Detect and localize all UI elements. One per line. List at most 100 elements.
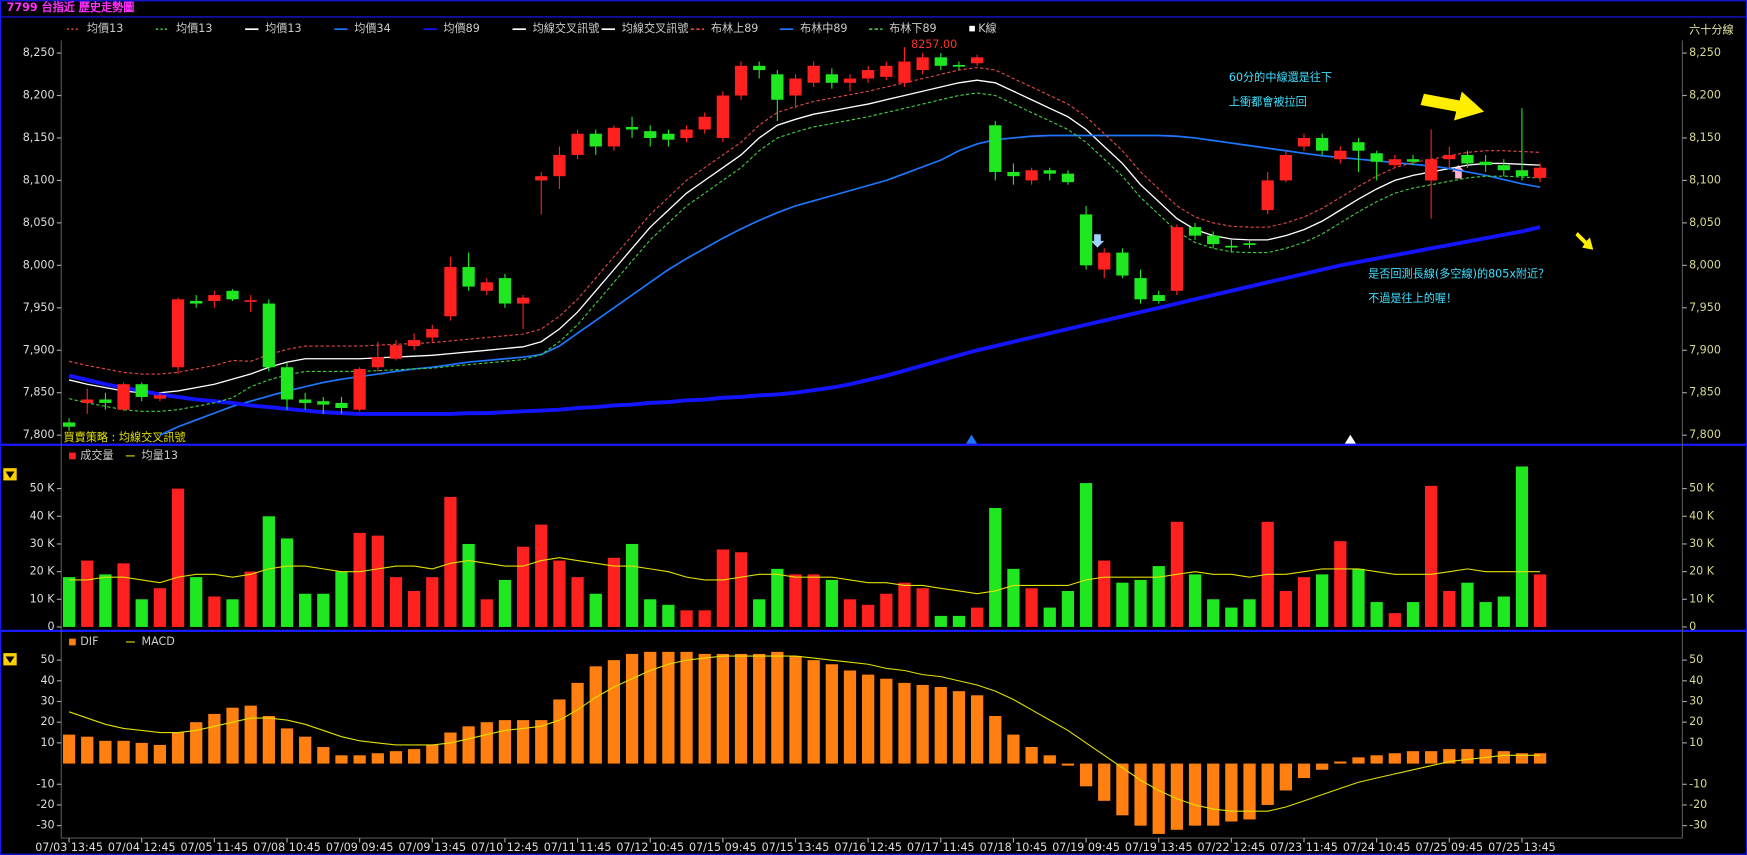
- y-tick-label: 10 K: [1689, 592, 1715, 605]
- bar: [644, 651, 657, 764]
- bar: [1297, 577, 1311, 627]
- y-tick-label: 8,150: [1689, 131, 1721, 144]
- y-tick-label: 8,100: [1689, 173, 1721, 186]
- bar: [135, 742, 148, 764]
- y-tick-label: -20: [36, 798, 54, 811]
- bar: [1061, 763, 1075, 766]
- bar: [1243, 763, 1256, 820]
- candle-body: [99, 399, 112, 403]
- candle-body: [498, 278, 512, 304]
- legend-swatch: [69, 638, 76, 646]
- candle-body: [153, 395, 167, 399]
- line: [159, 134, 1541, 436]
- candle-body: [1061, 173, 1075, 183]
- y-tick-label: 40: [1689, 674, 1703, 687]
- bar: [1533, 574, 1547, 627]
- candle-body: [299, 399, 312, 403]
- bar: [698, 610, 711, 627]
- bar: [553, 699, 566, 764]
- bar: [1061, 590, 1075, 627]
- legend-label: DIF: [80, 635, 98, 648]
- bar: [1443, 749, 1456, 764]
- candle-body: [607, 127, 621, 147]
- bar: [1152, 566, 1165, 627]
- x-tick-label: 07/08 10:45: [253, 841, 321, 854]
- candle-body: [1007, 171, 1020, 177]
- bar: [153, 588, 167, 627]
- bar: [807, 660, 820, 764]
- legend-label: 均價13: [176, 21, 212, 35]
- bar: [226, 599, 239, 627]
- bar: [371, 753, 384, 764]
- bar: [862, 674, 875, 764]
- bar: [1388, 753, 1401, 764]
- bar: [716, 549, 729, 627]
- y-tick-label: 50 K: [1689, 482, 1715, 495]
- y-tick-label: 8,050: [23, 216, 55, 229]
- candle-body: [208, 295, 221, 302]
- candle-body: [644, 131, 657, 138]
- bar: [462, 726, 475, 764]
- bar: [1007, 568, 1020, 627]
- y-tick-label: 8,100: [23, 173, 55, 186]
- bar: [353, 532, 366, 627]
- bar: [1043, 755, 1056, 764]
- x-tick-label: 07/25 09:45: [1415, 841, 1483, 854]
- y-tick-label: 50: [1689, 653, 1703, 666]
- bar: [989, 507, 1002, 627]
- candle-body: [1297, 137, 1311, 147]
- y-tick-label: 7,800: [23, 428, 55, 441]
- bar: [1116, 582, 1129, 627]
- y-tick-label: 8,200: [1689, 89, 1721, 102]
- legend-label: 成交量: [80, 448, 113, 462]
- bar: [644, 599, 657, 627]
- high-label: 8257.00: [911, 38, 957, 51]
- candle-body: [1207, 235, 1220, 245]
- bar: [426, 577, 439, 627]
- bar: [208, 596, 221, 627]
- bar: [1079, 763, 1093, 787]
- bar: [335, 571, 348, 627]
- candle-body: [335, 402, 348, 408]
- candle-body: [135, 384, 148, 397]
- bar: [1279, 590, 1292, 627]
- bar: [807, 574, 820, 627]
- legend-label: 均價34: [354, 21, 390, 35]
- candle-body: [1079, 214, 1093, 266]
- bar: [262, 516, 275, 627]
- y-tick-label: -20: [1689, 798, 1707, 811]
- line: [68, 92, 1541, 412]
- y-tick-label: 30: [40, 695, 54, 708]
- bar: [1461, 582, 1474, 627]
- bar: [262, 715, 275, 764]
- bar: [498, 579, 512, 627]
- bar: [480, 722, 493, 764]
- candle-body: [753, 65, 766, 71]
- line: [68, 225, 1541, 416]
- legend-label: 布林下89: [889, 21, 937, 35]
- candle-body: [680, 129, 693, 138]
- y-tick-label: 30 K: [1689, 537, 1715, 550]
- bar: [1207, 599, 1220, 627]
- bar: [1134, 579, 1147, 627]
- candle-body: [426, 329, 439, 338]
- y-tick-label: 7,900: [23, 343, 55, 356]
- x-tick-label: 07/24 10:45: [1343, 841, 1411, 854]
- line: [68, 79, 1541, 394]
- bar: [1188, 763, 1202, 826]
- bar: [1079, 483, 1093, 627]
- candle-body: [1043, 170, 1056, 174]
- bar: [625, 543, 639, 627]
- annotation: 60分的中線還是往下: [1229, 70, 1332, 84]
- bar: [1007, 734, 1020, 764]
- y-tick-label: 0: [48, 620, 55, 633]
- bar: [516, 720, 530, 764]
- candle-body: [862, 70, 875, 79]
- legend-label: 均價13: [265, 21, 301, 35]
- candle-body: [117, 384, 130, 410]
- bar: [317, 593, 330, 627]
- bar: [607, 660, 621, 764]
- bar: [952, 615, 966, 627]
